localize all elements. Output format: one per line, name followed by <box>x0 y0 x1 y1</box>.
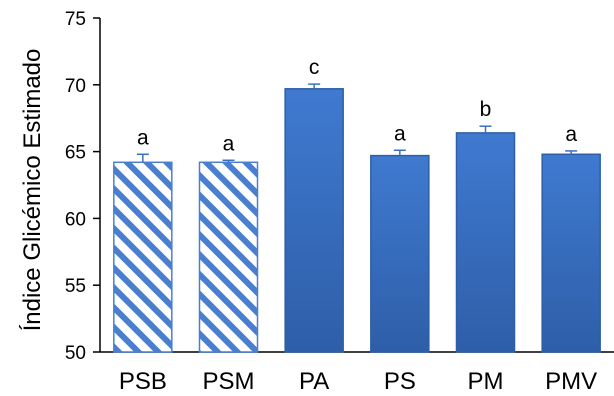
category-label-pa: PA <box>299 368 329 395</box>
y-tick-label-70: 70 <box>65 76 86 97</box>
category-label-psm: PSM <box>202 368 254 395</box>
significance-label-ps: a <box>394 122 406 145</box>
significance-label-pa: c <box>309 56 320 79</box>
y-tick-label-50: 50 <box>65 343 86 364</box>
bar-psm <box>198 161 259 353</box>
bar-pa <box>284 88 344 353</box>
y-tick-label-55: 55 <box>65 276 86 297</box>
y-tick-label-60: 60 <box>65 209 86 230</box>
significance-label-pm: b <box>480 98 492 121</box>
bar-psb <box>113 161 173 353</box>
significance-label-psm: a <box>223 132 235 155</box>
significance-label-pmv: a <box>565 123 577 146</box>
bar-pmv <box>541 153 601 353</box>
y-axis-label: Índice Glicémico Estimado <box>19 49 46 332</box>
significance-label-psb: a <box>137 126 149 149</box>
y-tick-label-65: 65 <box>65 143 86 164</box>
category-label-pmv: PMV <box>545 368 597 395</box>
category-label-pm: PM <box>468 368 504 395</box>
bar-pm <box>455 132 516 353</box>
y-tick-label-75: 75 <box>65 9 86 30</box>
bar-ps <box>370 154 430 353</box>
category-label-ps: PS <box>384 368 416 395</box>
category-label-psb: PSB <box>119 368 167 395</box>
